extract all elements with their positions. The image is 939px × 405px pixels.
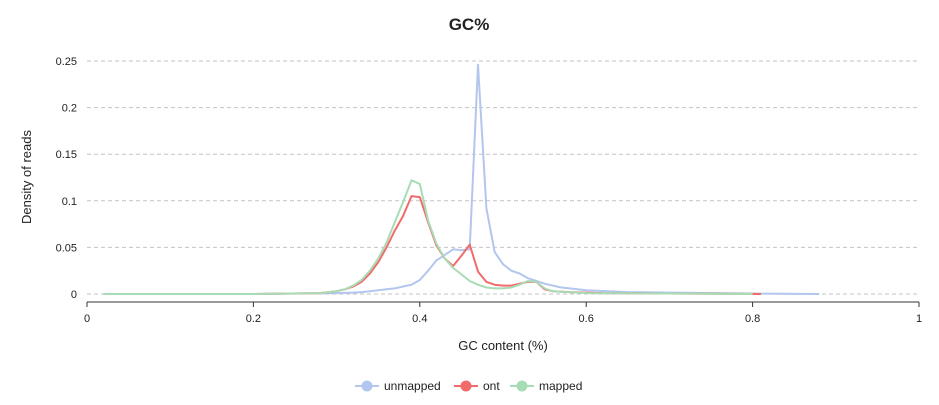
- x-tick-label: 0.4: [412, 313, 427, 325]
- legend-item-mapped[interactable]: mapped: [510, 379, 582, 393]
- legend: unmapped ont mapped: [355, 379, 582, 393]
- y-axis-label: Density of reads: [19, 130, 34, 224]
- series-line-unmapped[interactable]: [103, 63, 820, 295]
- y-tick-label: 0.05: [56, 242, 77, 254]
- chart-title: GC%: [449, 15, 490, 34]
- y-tick-label: 0.25: [56, 56, 77, 68]
- y-tick-label: 0.15: [56, 149, 77, 161]
- series-line-ont[interactable]: [103, 195, 761, 295]
- x-axis-label: GC content (%): [458, 338, 548, 353]
- x-tick-label: 0: [84, 313, 90, 325]
- series-line-mapped[interactable]: [103, 179, 753, 295]
- legend-swatch-marker: [516, 380, 528, 392]
- legend-swatch-marker: [460, 380, 472, 392]
- legend-label: mapped: [539, 379, 582, 393]
- legend-label: unmapped: [384, 379, 441, 393]
- x-tick-label: 1: [916, 313, 922, 325]
- legend-label: ont: [483, 379, 500, 393]
- legend-swatch-marker: [361, 380, 373, 392]
- x-tick-label: 0.8: [745, 313, 760, 325]
- legend-item-ont[interactable]: ont: [454, 379, 500, 393]
- y-tick-label: 0: [71, 289, 77, 301]
- legend-item-unmapped[interactable]: unmapped: [355, 379, 441, 393]
- y-tick-label: 0.2: [62, 103, 77, 115]
- y-tick-label: 0.1: [62, 196, 77, 208]
- x-tick-label: 0.6: [579, 313, 594, 325]
- x-tick-label: 0.2: [246, 313, 261, 325]
